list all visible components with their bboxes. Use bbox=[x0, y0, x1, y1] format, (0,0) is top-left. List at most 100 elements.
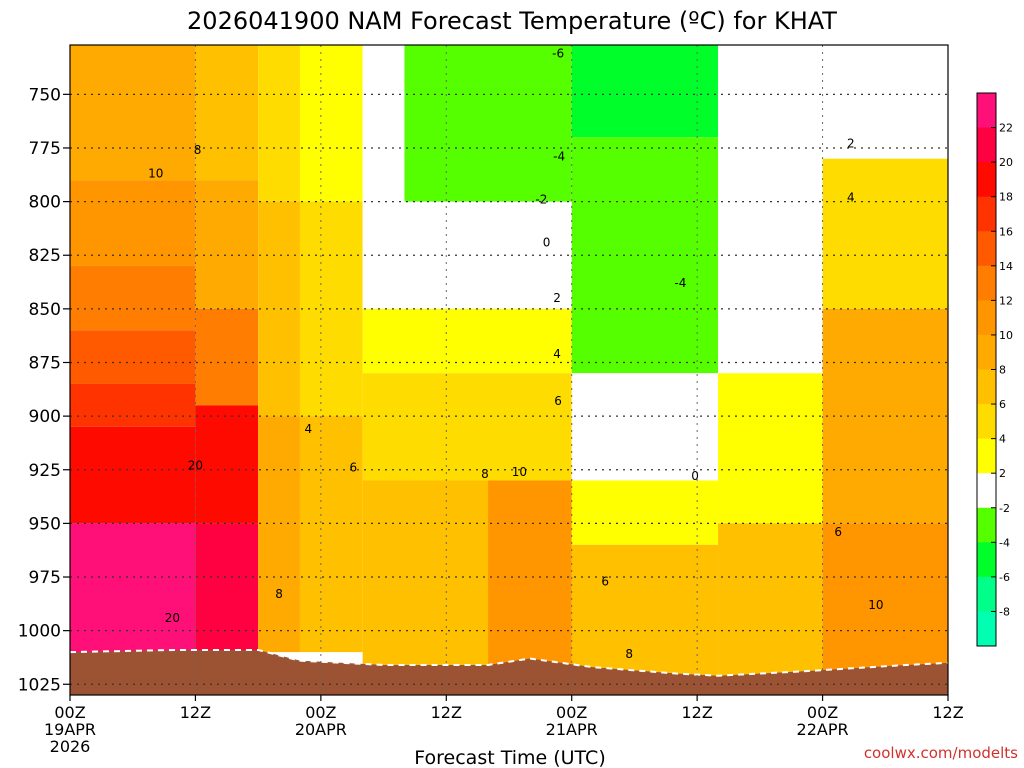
temperature-cell bbox=[195, 180, 259, 309]
contour-label: 10 bbox=[512, 465, 527, 479]
contour-label: 4 bbox=[304, 422, 312, 436]
colorbar-label: 10 bbox=[999, 329, 1013, 342]
x-tick-label: 00Z bbox=[556, 703, 587, 722]
plot-frame bbox=[69, 44, 949, 696]
contour-label: 6 bbox=[834, 525, 842, 539]
colorbar-swatch bbox=[977, 93, 996, 129]
x-tick-label: 12Z bbox=[681, 703, 712, 722]
y-tick-label: 775 bbox=[29, 139, 61, 159]
colorbar-swatch bbox=[977, 334, 996, 370]
y-axis: 750 775 800 825 850 875 900 925 950 975 1000 1025 bbox=[18, 85, 70, 695]
contour-label: 20 bbox=[165, 611, 180, 625]
temperature-cell bbox=[822, 158, 948, 309]
contour-label: 8 bbox=[194, 143, 202, 157]
credit-text[interactable]: coolwx.com/modelts bbox=[864, 744, 1018, 762]
contour-label: 2 bbox=[847, 137, 855, 151]
temperature-cell bbox=[195, 45, 259, 181]
colorbar-label: 14 bbox=[999, 260, 1013, 273]
y-tick-label: 925 bbox=[29, 461, 61, 481]
contour-label: 20 bbox=[188, 458, 203, 472]
x-tick-date: 19APR bbox=[44, 720, 96, 739]
chart-title: 2026041900 NAM Forecast Temperature (ºC)… bbox=[187, 7, 837, 35]
colorbar-swatch bbox=[977, 576, 996, 612]
contour-label: -2 bbox=[535, 192, 547, 206]
x-tick-label: 12Z bbox=[431, 703, 462, 722]
colorbar-swatch bbox=[977, 507, 996, 543]
colorbar-swatch bbox=[977, 369, 996, 405]
temperature-cell bbox=[70, 180, 196, 266]
temperature-cell bbox=[258, 201, 300, 417]
contour-label: 10 bbox=[868, 598, 883, 612]
temperature-cell bbox=[571, 373, 719, 481]
temperature-cell bbox=[362, 201, 572, 309]
contour-labels: 8 10 20 20 8 4 6 8 10 0 2 4 6 6 8 0 -2 -4 -6 -4 2 4 6 10 bbox=[148, 47, 883, 662]
colorbar-label: -6 bbox=[999, 571, 1010, 584]
temperature-cell bbox=[195, 405, 259, 524]
colorbar: 22 20 18 16 14 12 10 8 6 4 2 -2 -4 -6 -8 bbox=[976, 92, 1013, 647]
temperature-cell bbox=[70, 45, 196, 181]
temperature-cell bbox=[70, 265, 196, 331]
colorbar-label: 4 bbox=[999, 433, 1006, 446]
x-tick-label: 00Z bbox=[54, 703, 85, 722]
colorbar-label: 22 bbox=[999, 122, 1013, 135]
temperature-cell bbox=[70, 330, 196, 384]
y-tick-label: 850 bbox=[29, 300, 61, 320]
y-tick-label: 825 bbox=[29, 246, 61, 266]
colorbar-label: 20 bbox=[999, 156, 1013, 169]
x-tick-date: 20APR bbox=[295, 720, 347, 739]
temperature-cell bbox=[299, 45, 363, 202]
temperature-cell bbox=[571, 544, 719, 678]
colorbar-swatch bbox=[977, 404, 996, 440]
temperature-cell bbox=[718, 115, 823, 374]
contour-label: 10 bbox=[148, 167, 163, 181]
temperature-cell bbox=[70, 523, 196, 653]
colorbar-swatch bbox=[977, 231, 996, 267]
colorbar-label: -8 bbox=[999, 605, 1010, 618]
temperature-cell bbox=[822, 308, 948, 524]
x-tick-label: 12Z bbox=[180, 703, 211, 722]
temperature-cell bbox=[718, 45, 823, 116]
contour-label: 8 bbox=[275, 587, 283, 601]
temperature-field bbox=[70, 45, 948, 695]
contour-label: 8 bbox=[625, 647, 633, 661]
x-axis-label: Forecast Time (UTC) bbox=[414, 747, 605, 768]
temperature-cell bbox=[362, 373, 572, 481]
colorbar-label: -4 bbox=[999, 536, 1010, 549]
y-tick-label: 1000 bbox=[18, 622, 61, 642]
temperature-cell bbox=[822, 523, 948, 678]
contour-label: 6 bbox=[601, 574, 609, 588]
colorbar-swatch bbox=[977, 162, 996, 198]
temperature-cell bbox=[571, 45, 719, 138]
contour-label: 0 bbox=[543, 235, 551, 249]
contour-label: -4 bbox=[674, 276, 686, 290]
temperature-cell bbox=[488, 480, 572, 674]
x-tick-date: 21APR bbox=[546, 720, 598, 739]
temperature-cell bbox=[822, 45, 948, 159]
colorbar-swatch bbox=[977, 611, 996, 647]
colorbar-swatch bbox=[977, 542, 996, 578]
temperature-cell bbox=[571, 480, 719, 545]
colorbar-swatch bbox=[977, 196, 996, 232]
contour-label: 4 bbox=[553, 347, 561, 361]
contour-label: 6 bbox=[554, 394, 562, 408]
x-tick-label: 00Z bbox=[305, 703, 336, 722]
colorbar-label: 18 bbox=[999, 191, 1013, 204]
contour-label: 8 bbox=[481, 467, 489, 481]
temperature-cell bbox=[195, 523, 259, 653]
contour-label: 4 bbox=[847, 190, 855, 204]
colorbar-label: 2 bbox=[999, 467, 1006, 480]
temperature-cell bbox=[718, 523, 823, 685]
x-tick-label: 00Z bbox=[807, 703, 838, 722]
y-tick-label: 975 bbox=[29, 568, 61, 588]
contour-label: 6 bbox=[349, 461, 357, 475]
temperature-cell bbox=[258, 45, 300, 202]
x-tick-label: 12Z bbox=[932, 703, 963, 722]
colorbar-swatch bbox=[977, 300, 996, 336]
y-tick-label: 750 bbox=[29, 85, 61, 105]
temperature-cell bbox=[299, 416, 363, 653]
temperature-cell bbox=[195, 308, 259, 406]
colorbar-label: 12 bbox=[999, 294, 1013, 307]
colorbar-swatch bbox=[977, 438, 996, 474]
temperature-cell bbox=[70, 426, 196, 524]
